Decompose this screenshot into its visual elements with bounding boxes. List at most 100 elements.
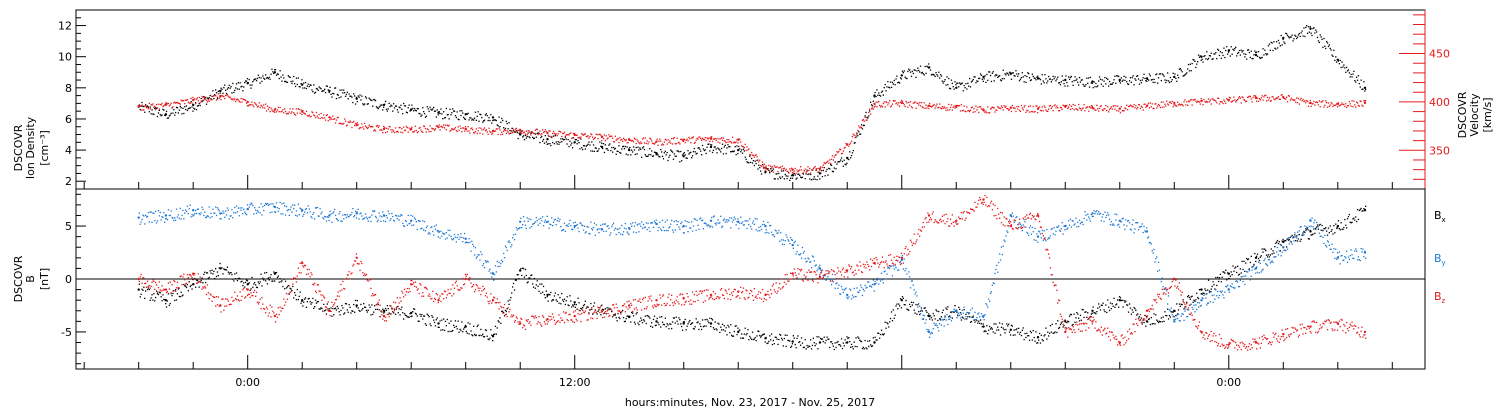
ion-density-dot xyxy=(640,148,642,150)
bx-dot xyxy=(1323,228,1325,230)
ion-density-dot xyxy=(1168,81,1171,84)
ion-density-dot xyxy=(142,105,144,107)
bx-dot xyxy=(1284,240,1286,242)
by-dot xyxy=(411,224,413,227)
velocity-dot xyxy=(187,101,189,103)
bx-dot xyxy=(483,336,486,338)
ion-density-dot xyxy=(924,65,926,68)
velocity-dot xyxy=(246,105,249,107)
by-dot xyxy=(524,224,527,226)
velocity-dot xyxy=(1255,95,1257,97)
velocity-dot xyxy=(1315,101,1317,104)
bx-dot xyxy=(413,308,415,310)
bx-dot xyxy=(1315,227,1317,230)
velocity-dot xyxy=(264,107,266,109)
bx-dot xyxy=(211,269,213,271)
ion-density-dot xyxy=(175,111,177,114)
velocity-dot xyxy=(872,108,874,110)
bx-dot xyxy=(639,320,641,322)
ion-density-dot xyxy=(1237,51,1240,54)
ion-density-dot xyxy=(913,69,915,71)
velocity-dot xyxy=(322,117,324,119)
velocity-dot xyxy=(1123,110,1125,112)
velocity-dot xyxy=(926,107,928,109)
velocity-dot xyxy=(957,104,959,107)
ion-density-dot xyxy=(1296,37,1298,40)
ion-density-dot xyxy=(1025,81,1027,83)
velocity-dot xyxy=(1151,103,1153,105)
bx-dot xyxy=(1108,309,1111,312)
bx-dot xyxy=(156,293,159,295)
velocity-dot xyxy=(1062,104,1064,106)
ion-density-dot xyxy=(667,159,669,162)
ion-density-dot xyxy=(947,84,949,86)
velocity-dot xyxy=(608,134,610,136)
bx-dot xyxy=(378,309,380,311)
ion-density-dot xyxy=(232,82,234,85)
ion-density-dot xyxy=(167,117,170,119)
by-dot xyxy=(710,225,712,227)
velocity-dot xyxy=(1118,110,1120,112)
ion-density-dot xyxy=(762,167,765,169)
bx-dot xyxy=(965,313,967,315)
bx-dot xyxy=(1321,224,1323,227)
ion-density-dot xyxy=(481,117,483,119)
bx-dot xyxy=(923,307,925,309)
ion-density-dot xyxy=(374,100,377,102)
ion-density-dot xyxy=(359,94,361,96)
velocity-dot xyxy=(929,105,932,107)
ion-density-dot xyxy=(326,85,328,87)
ion-density-dot xyxy=(979,77,981,80)
bx-dot xyxy=(1313,228,1315,230)
velocity-dot xyxy=(1002,109,1004,111)
by-dot xyxy=(284,214,287,216)
ion-density-dot xyxy=(140,105,142,107)
bx-dot xyxy=(435,319,437,321)
bx-dot xyxy=(233,280,235,282)
bx-dot xyxy=(1274,246,1276,248)
velocity-dot xyxy=(921,106,923,108)
velocity-dot xyxy=(689,138,691,140)
ion-density-dot xyxy=(663,152,665,154)
ion-density-dot xyxy=(620,152,622,154)
velocity-dot xyxy=(1246,100,1248,102)
ion-density-dot xyxy=(471,119,473,121)
velocity-dot xyxy=(724,140,726,142)
bx-dot xyxy=(686,325,688,327)
bx-dot xyxy=(507,300,509,302)
ion-density-dot xyxy=(1037,75,1039,77)
velocity-dot xyxy=(204,96,206,98)
ion-density-dot xyxy=(951,82,953,85)
velocity-dot xyxy=(367,126,369,129)
velocity-dot xyxy=(443,124,445,126)
velocity-dot xyxy=(918,104,920,106)
by-dot xyxy=(559,218,561,221)
velocity-tick-label: 450 xyxy=(1429,48,1450,61)
velocity-dot xyxy=(1104,108,1106,110)
ion-density-dot xyxy=(1004,73,1006,75)
bx-dot xyxy=(1192,301,1194,303)
ion-density-dot xyxy=(692,151,695,153)
velocity-dot xyxy=(936,103,938,105)
by-dot xyxy=(534,221,537,223)
bx-dot xyxy=(1084,311,1086,313)
bx-dot xyxy=(767,342,769,344)
velocity-dot xyxy=(275,111,278,113)
velocity-dot xyxy=(639,143,641,145)
velocity-dot xyxy=(547,134,549,136)
ion-density-dot xyxy=(1154,81,1156,84)
bx-dot xyxy=(937,319,939,322)
velocity-dot xyxy=(377,126,379,128)
velocity-dot xyxy=(625,139,627,141)
ion-density-dot xyxy=(539,141,541,144)
by-dot xyxy=(319,207,321,210)
ion-density-dot xyxy=(1033,77,1035,79)
ion-density-dot xyxy=(816,179,818,181)
velocity-dot xyxy=(939,107,942,109)
ion-density-dot xyxy=(805,173,807,175)
velocity-dot xyxy=(1032,105,1034,108)
ion-density-dot xyxy=(159,113,161,116)
bx-dot xyxy=(837,340,839,343)
ion-density-dot xyxy=(1273,41,1275,43)
bx-dot xyxy=(143,286,145,288)
